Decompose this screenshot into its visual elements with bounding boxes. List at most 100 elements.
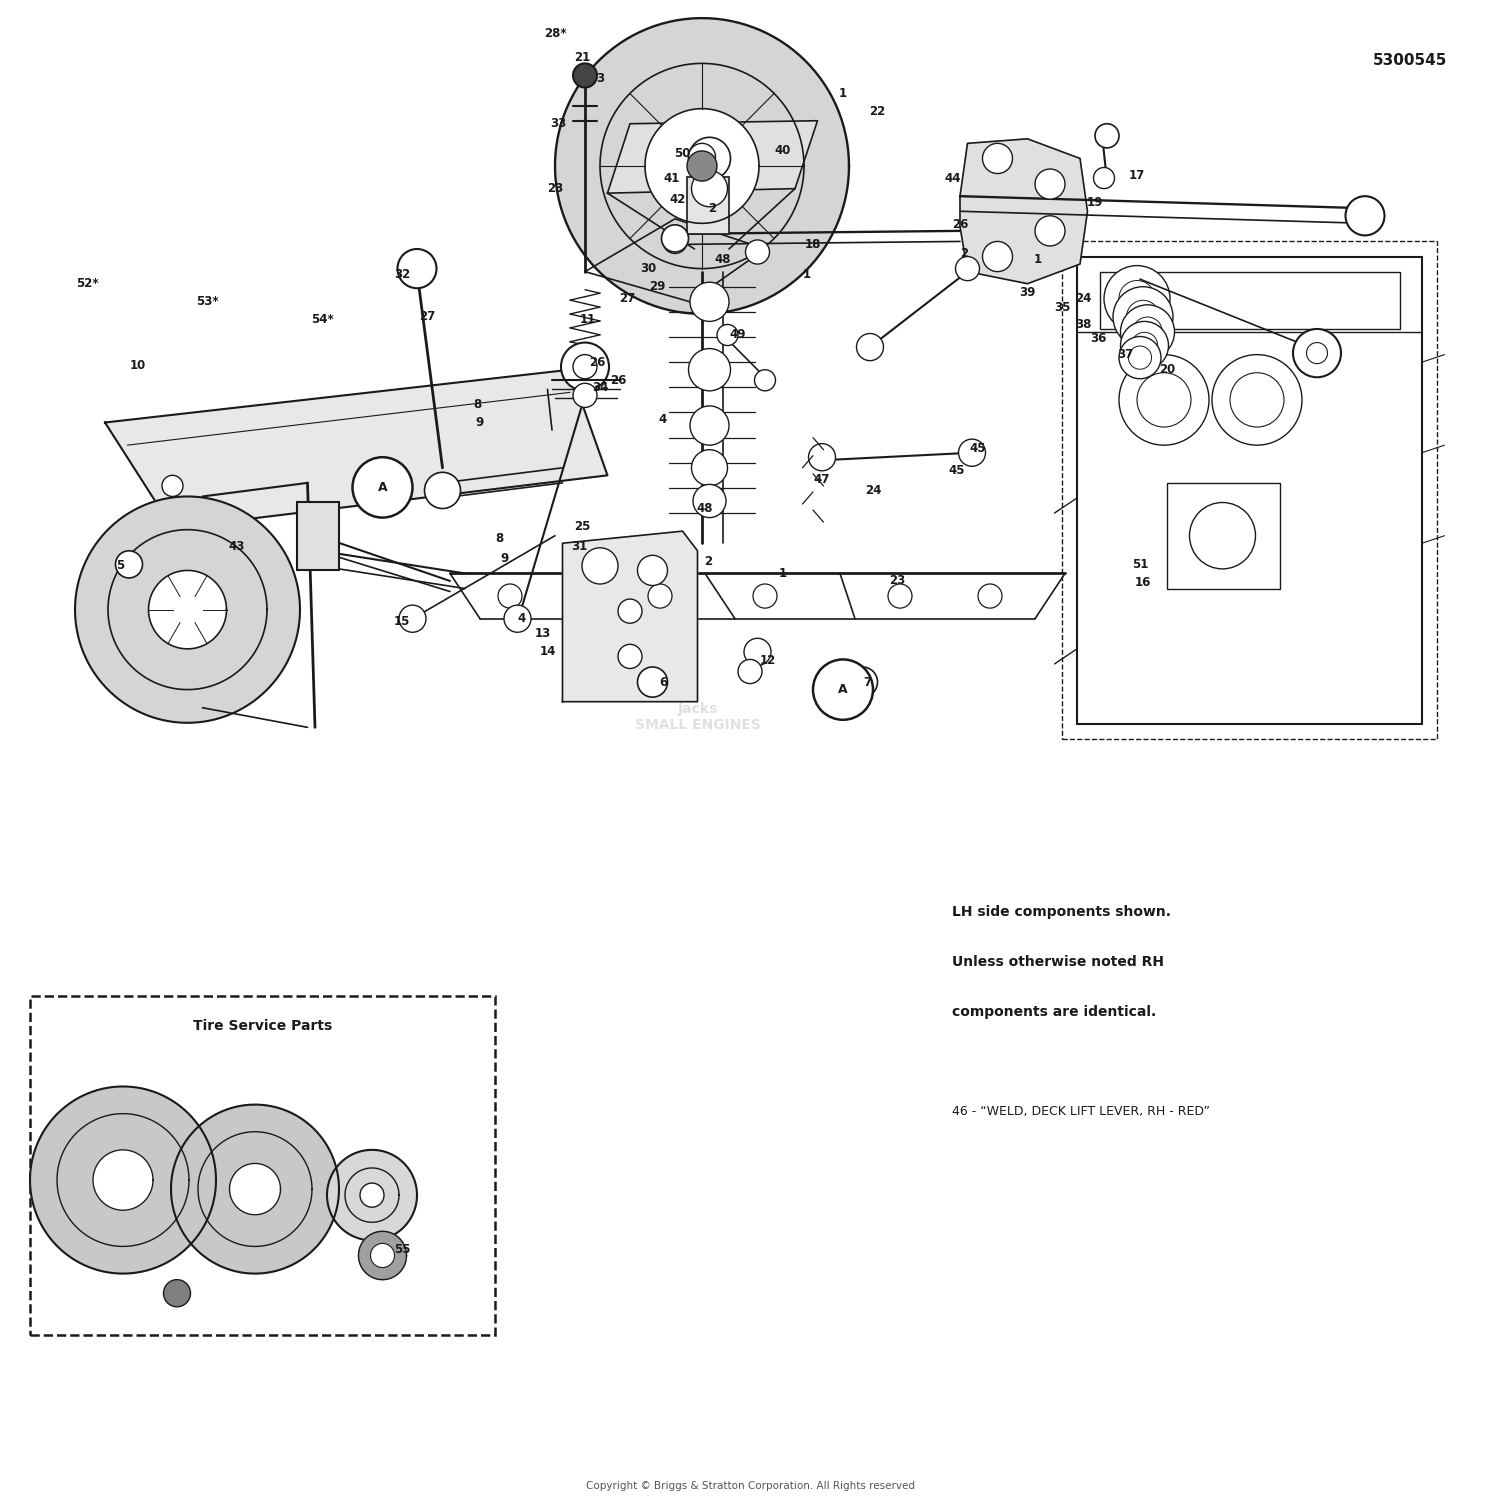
Polygon shape xyxy=(171,1105,339,1274)
Text: 26: 26 xyxy=(952,219,968,231)
Circle shape xyxy=(888,584,912,608)
Circle shape xyxy=(744,638,771,665)
Circle shape xyxy=(687,151,717,181)
Circle shape xyxy=(717,324,738,346)
Polygon shape xyxy=(645,109,759,223)
Polygon shape xyxy=(75,496,300,723)
Text: 29: 29 xyxy=(650,281,664,293)
Circle shape xyxy=(693,484,726,518)
Circle shape xyxy=(618,599,642,623)
Text: A: A xyxy=(839,684,848,696)
Circle shape xyxy=(1119,355,1209,445)
Polygon shape xyxy=(93,1150,153,1210)
Circle shape xyxy=(662,225,688,252)
Circle shape xyxy=(638,667,668,697)
Text: 55: 55 xyxy=(393,1243,410,1255)
Circle shape xyxy=(847,667,877,697)
Text: 6: 6 xyxy=(658,676,668,688)
Text: 19: 19 xyxy=(1088,196,1102,208)
Circle shape xyxy=(360,1183,384,1207)
Text: 13: 13 xyxy=(536,628,550,640)
Text: 10: 10 xyxy=(130,359,146,371)
Text: 26: 26 xyxy=(610,374,626,386)
Circle shape xyxy=(663,229,687,254)
Text: 24: 24 xyxy=(1076,293,1090,305)
Text: 42: 42 xyxy=(670,193,686,205)
Text: 25: 25 xyxy=(574,521,590,533)
Text: 37: 37 xyxy=(1118,349,1132,361)
Circle shape xyxy=(424,472,460,509)
Circle shape xyxy=(1035,216,1065,246)
Text: 9: 9 xyxy=(500,552,508,564)
Text: 47: 47 xyxy=(815,474,830,486)
Text: 27: 27 xyxy=(620,293,634,305)
Circle shape xyxy=(582,548,618,584)
Circle shape xyxy=(1230,373,1284,427)
Text: 53*: 53* xyxy=(195,296,219,308)
Text: 9: 9 xyxy=(476,416,484,429)
Circle shape xyxy=(162,475,183,496)
Text: 50: 50 xyxy=(675,148,690,160)
Circle shape xyxy=(688,349,730,391)
FancyBboxPatch shape xyxy=(30,996,495,1335)
Text: components are identical.: components are identical. xyxy=(952,1005,1156,1019)
Text: 2: 2 xyxy=(708,202,717,214)
Circle shape xyxy=(164,1280,190,1307)
Polygon shape xyxy=(327,1150,417,1240)
Circle shape xyxy=(370,1243,394,1268)
Text: Copyright © Briggs & Stratton Corporation. All Rights reserved: Copyright © Briggs & Stratton Corporatio… xyxy=(585,1480,915,1491)
Text: 7: 7 xyxy=(862,676,871,688)
Text: 2: 2 xyxy=(960,247,969,260)
Bar xyxy=(1167,483,1280,589)
Text: 1: 1 xyxy=(778,567,788,579)
Text: 1: 1 xyxy=(1034,254,1042,266)
Circle shape xyxy=(1212,355,1302,445)
Text: 21: 21 xyxy=(574,51,590,63)
Text: 48: 48 xyxy=(714,254,732,266)
Text: 24: 24 xyxy=(865,484,880,496)
Text: 18: 18 xyxy=(806,238,820,250)
Text: 2: 2 xyxy=(704,555,712,567)
Text: 45: 45 xyxy=(969,442,987,454)
Circle shape xyxy=(398,249,436,288)
Text: A: A xyxy=(378,481,387,493)
Circle shape xyxy=(573,355,597,379)
Text: 4: 4 xyxy=(518,613,526,625)
Text: 35: 35 xyxy=(1054,302,1070,314)
Text: 26: 26 xyxy=(590,356,604,368)
Circle shape xyxy=(352,457,413,518)
Text: 54*: 54* xyxy=(310,314,334,326)
Circle shape xyxy=(753,584,777,608)
Circle shape xyxy=(498,584,522,608)
Circle shape xyxy=(1119,337,1161,379)
Circle shape xyxy=(754,370,776,391)
Bar xyxy=(1077,257,1422,724)
Circle shape xyxy=(1190,502,1256,569)
Text: 3: 3 xyxy=(596,72,604,85)
Text: 39: 39 xyxy=(1020,287,1035,299)
Circle shape xyxy=(1095,124,1119,148)
Circle shape xyxy=(618,644,642,668)
Circle shape xyxy=(1126,300,1160,333)
Circle shape xyxy=(1293,329,1341,377)
Bar xyxy=(687,177,729,234)
Polygon shape xyxy=(555,18,849,314)
Text: 11: 11 xyxy=(580,314,596,326)
Text: 12: 12 xyxy=(760,655,776,667)
Text: 4: 4 xyxy=(658,413,668,426)
Text: 33: 33 xyxy=(550,118,566,130)
Text: 38: 38 xyxy=(1076,318,1090,330)
Circle shape xyxy=(573,63,597,88)
Circle shape xyxy=(738,659,762,684)
Circle shape xyxy=(648,584,672,608)
Circle shape xyxy=(1132,317,1162,347)
Circle shape xyxy=(813,659,873,720)
Text: 17: 17 xyxy=(1130,169,1144,181)
Text: 52*: 52* xyxy=(75,278,99,290)
Text: 36: 36 xyxy=(1090,332,1106,344)
Text: 23: 23 xyxy=(548,183,562,195)
Circle shape xyxy=(982,241,1012,272)
Circle shape xyxy=(958,439,986,466)
Text: 14: 14 xyxy=(540,646,555,658)
Circle shape xyxy=(573,383,597,407)
